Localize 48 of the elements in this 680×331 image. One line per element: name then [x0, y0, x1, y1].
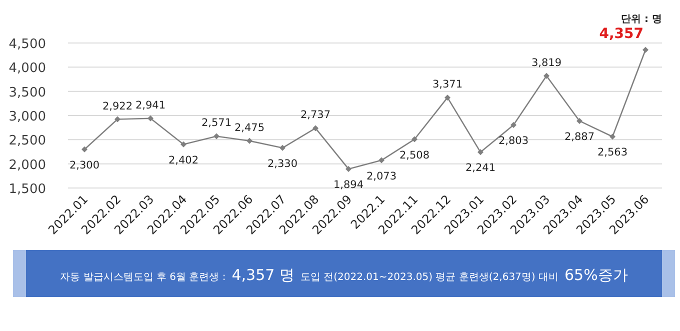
- text: 2,241: [465, 162, 496, 174]
- text: 4,357: [599, 26, 644, 42]
- text: 2,300: [69, 159, 100, 172]
- point: [148, 115, 154, 122]
- point: [412, 136, 418, 142]
- point: [378, 157, 384, 164]
- y-tick-label: 4,500: [8, 37, 46, 52]
- text: 2,571: [201, 117, 232, 130]
- text: 4,357 명: [232, 266, 294, 284]
- text: 2,803: [498, 135, 529, 148]
- text: 2,941: [135, 99, 166, 112]
- y-tick-label: 2,500: [8, 134, 46, 149]
- point: [642, 46, 648, 53]
- text: 3,371: [432, 78, 463, 91]
- text: 65%증가: [564, 266, 628, 284]
- text: 2,508: [399, 149, 430, 162]
- text: 2,330: [267, 158, 298, 170]
- text: 3,819: [531, 56, 562, 69]
- point: [180, 141, 186, 148]
- point: [312, 125, 318, 132]
- point: [610, 134, 616, 140]
- point: [280, 144, 286, 151]
- text: 1,894: [333, 178, 364, 191]
- point: [510, 122, 516, 128]
- text: 자동 발급시스템도입 후 6월 훈련생 :: [60, 272, 226, 283]
- y-tick-label: 2,000: [8, 158, 46, 173]
- point: [346, 166, 352, 172]
- text: 2,073: [366, 170, 397, 182]
- y-tick-label: 1,500: [8, 182, 46, 197]
- text: 2,887: [564, 130, 595, 143]
- y-tick-label: 4,000: [8, 61, 46, 76]
- y-tick-label: 3,500: [8, 85, 46, 100]
- point: [82, 146, 88, 152]
- text: 도입 전(2022.01~2023.05) 평균 훈련생(2,637명) 대비: [300, 272, 559, 283]
- text: 2,737: [300, 109, 331, 122]
- point: [576, 118, 582, 124]
- point: [246, 138, 252, 144]
- text: 2,563: [597, 146, 628, 159]
- point: [214, 133, 220, 140]
- point: [544, 72, 550, 79]
- text: 2,475: [234, 122, 265, 134]
- text: 단위 : 명: [621, 14, 662, 25]
- point: [114, 116, 120, 122]
- point: [444, 94, 450, 101]
- text: 2,922: [102, 100, 133, 112]
- text: 2,402: [168, 154, 199, 166]
- point: [478, 149, 484, 156]
- y-tick-label: 3,000: [8, 110, 46, 124]
